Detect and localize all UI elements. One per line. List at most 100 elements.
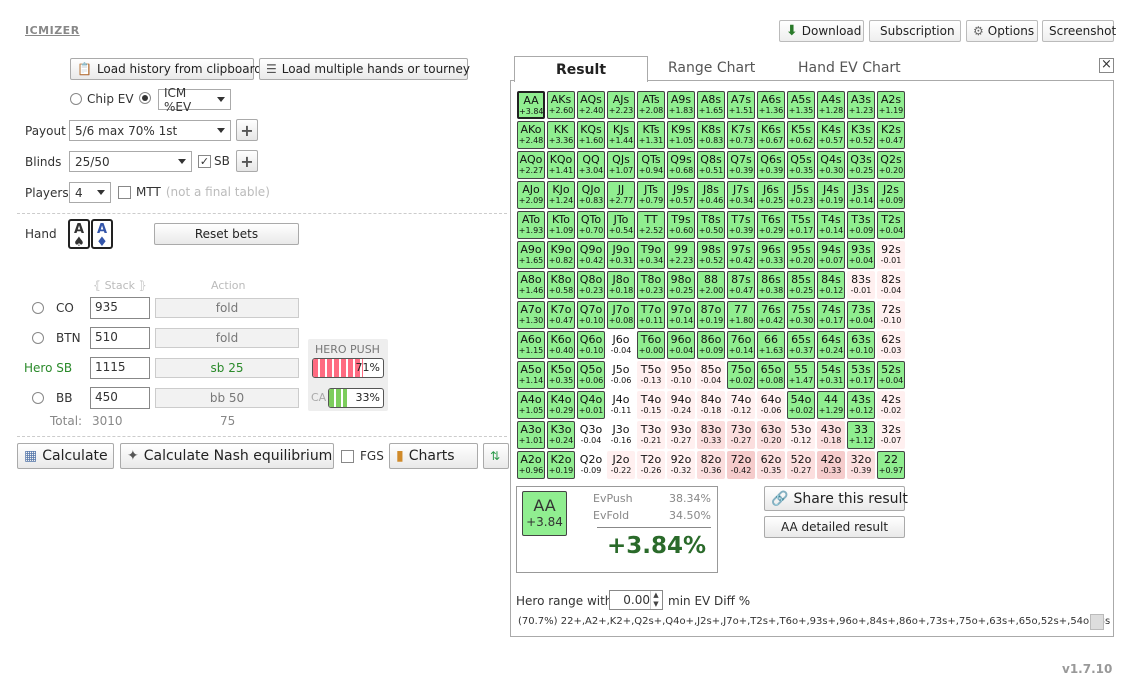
hand-cell[interactable]: A5s +1.35 [787,91,815,119]
hand-cell[interactable]: AKs +2.60 [547,91,575,119]
hand-cell[interactable]: KQo +1.41 [547,151,575,179]
nash-button[interactable]: ✦ Calculate Nash equilibrium [120,443,334,469]
hand-cell[interactable]: Q2o -0.09 [577,451,605,479]
hand-cell[interactable]: 76o +0.14 [727,331,755,359]
hand-cell[interactable]: QJo +0.83 [577,181,605,209]
action-field[interactable]: sb 25 [155,358,299,378]
hand-cell[interactable]: 86s +0.38 [757,271,785,299]
tab-result[interactable]: Result [514,56,648,82]
hand-cell[interactable]: 82s -0.04 [877,271,905,299]
hand-cell[interactable]: J4o -0.11 [607,391,635,419]
subscription-button[interactable]: Subscription [869,20,961,42]
hand-cell[interactable]: 42s -0.02 [877,391,905,419]
hand-cell[interactable]: Q8s +0.51 [697,151,725,179]
hand-cell[interactable]: A3o +1.01 [517,421,545,449]
hand-cell[interactable]: K4o +0.29 [547,391,575,419]
hand-cell[interactable]: 87o +0.19 [697,301,725,329]
hand-cell[interactable]: A2o +0.96 [517,451,545,479]
share-result-button[interactable]: 🔗 Share this result [764,486,908,511]
hand-cell[interactable]: TT +2.52 [637,211,665,239]
hand-cell[interactable]: JTs +0.79 [637,181,665,209]
hand-cell[interactable]: Q4o +0.01 [577,391,605,419]
hand-cell[interactable]: 93s +0.04 [847,241,875,269]
mtt-checkbox[interactable] [118,185,131,199]
player-radio[interactable] [32,302,44,314]
hand-cell[interactable]: T4o -0.15 [637,391,665,419]
hand-cell[interactable]: 52o -0.27 [787,451,815,479]
hand-cell[interactable]: 85s +0.25 [787,271,815,299]
action-field[interactable]: fold [155,298,299,318]
hand-cell[interactable]: J3s +0.14 [847,181,875,209]
hand-cell[interactable]: 72o -0.42 [727,451,755,479]
hand-cell[interactable]: 72s -0.10 [877,301,905,329]
hand-cell[interactable]: 65s +0.37 [787,331,815,359]
hand-cell[interactable]: 97o +0.14 [667,301,695,329]
reset-bets-button[interactable]: Reset bets [154,223,299,245]
hand-cell[interactable]: K2s +0.47 [877,121,905,149]
hand-cell[interactable]: K5s +0.62 [787,121,815,149]
hand-cell[interactable]: K5o +0.35 [547,361,575,389]
load-history-button[interactable]: 📋 Load history from clipboard [70,58,262,80]
hand-cell[interactable]: K9o +0.82 [547,241,575,269]
hand-cell[interactable]: A2s +1.19 [877,91,905,119]
hand-cell[interactable]: AQo +2.27 [517,151,545,179]
app-logo[interactable]: ICMIZER [25,24,80,37]
hand-cell[interactable]: 87s +0.47 [727,271,755,299]
hand-cell[interactable]: KK +3.36 [547,121,575,149]
hand-cell[interactable]: JTo +0.54 [607,211,635,239]
hand-cell[interactable]: J4s +0.19 [817,181,845,209]
hand-cell[interactable]: AKo +2.48 [517,121,545,149]
hand-cell[interactable]: Q7s +0.39 [727,151,755,179]
hand-cell[interactable]: Q8o +0.23 [577,271,605,299]
hand-cell[interactable]: J7s +0.34 [727,181,755,209]
hand-cell[interactable]: 83o -0.33 [697,421,725,449]
hand-cell[interactable]: 94o -0.24 [667,391,695,419]
hand-cell[interactable]: 42o -0.33 [817,451,845,479]
hand-cell[interactable]: J8o +0.18 [607,271,635,299]
hand-cell[interactable]: J6o -0.04 [607,331,635,359]
hand-cell[interactable]: 73s +0.04 [847,301,875,329]
hand-cell[interactable]: AJs +2.23 [607,91,635,119]
hand-cell[interactable]: QQ +3.04 [577,151,605,179]
hand-cell[interactable]: 53o -0.12 [787,421,815,449]
hand-card-1[interactable]: A ♠ [68,219,90,249]
swap-button[interactable]: ⇅ [483,443,509,469]
hand-cell[interactable]: J2s +0.09 [877,181,905,209]
calculate-button[interactable]: ▦ Calculate [17,443,114,469]
hand-cell[interactable]: 84s +0.12 [817,271,845,299]
hand-cell[interactable]: J9o +0.31 [607,241,635,269]
hand-cell[interactable]: 83s -0.01 [847,271,875,299]
hand-cell[interactable]: Q5s +0.35 [787,151,815,179]
tab-range-chart[interactable]: Range Chart [668,60,756,76]
hand-cell[interactable]: 97s +0.42 [727,241,755,269]
hand-cell[interactable]: Q4s +0.30 [817,151,845,179]
payout-add-button[interactable]: + [236,119,258,141]
hand-cell[interactable]: KQs +1.60 [577,121,605,149]
hand-cell[interactable]: 88 +2.00 [697,271,725,299]
hand-cell[interactable]: J8s +0.46 [697,181,725,209]
download-button[interactable]: ⬇ Download [779,20,864,42]
hand-cell[interactable]: 62s -0.03 [877,331,905,359]
hand-cell[interactable]: 66 +1.63 [757,331,785,359]
hand-cell[interactable]: K3o +0.24 [547,421,575,449]
hand-cell[interactable]: KJo +1.24 [547,181,575,209]
hand-cell[interactable]: 22 +0.97 [877,451,905,479]
hand-cell[interactable]: ATo +1.93 [517,211,545,239]
hand-cell[interactable]: 64s +0.24 [817,331,845,359]
hand-cell[interactable]: 53s +0.17 [847,361,875,389]
hand-cell[interactable]: T7s +0.39 [727,211,755,239]
hand-cell[interactable]: T6s +0.29 [757,211,785,239]
hand-cell[interactable]: 63s +0.10 [847,331,875,359]
hand-cell[interactable]: 62o -0.35 [757,451,785,479]
hand-cell[interactable]: 55 +1.47 [787,361,815,389]
hand-cell[interactable]: A9o +1.65 [517,241,545,269]
hand-cell[interactable]: 44 +1.29 [817,391,845,419]
hand-cell[interactable]: 75s +0.30 [787,301,815,329]
hand-cell[interactable]: Q6o +0.10 [577,331,605,359]
hand-cell[interactable]: A7o +1.30 [517,301,545,329]
load-multiple-button[interactable]: ☰ Load multiple hands or tourney [259,58,470,80]
hand-cell[interactable]: T2s +0.04 [877,211,905,239]
hand-cell[interactable]: 54s +0.31 [817,361,845,389]
hand-cell[interactable]: T7o +0.11 [637,301,665,329]
hand-cell[interactable]: 96o +0.04 [667,331,695,359]
